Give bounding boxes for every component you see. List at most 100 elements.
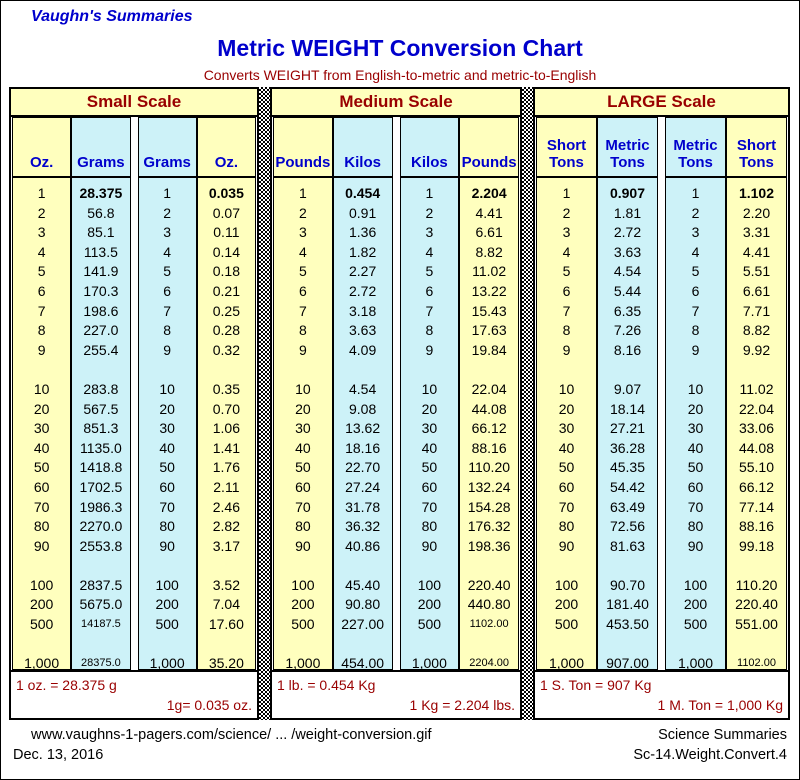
table-cell: 0.18 xyxy=(212,263,240,280)
table-cell: 6 xyxy=(562,282,571,299)
table-cell: 227.0 xyxy=(83,322,119,339)
table-cell: 20 xyxy=(421,400,438,417)
column-header: Short Tons xyxy=(727,118,786,178)
page-header: Vaughn's Summaries Metric WEIGHT Convers… xyxy=(1,1,799,87)
table-cell: 3 xyxy=(691,224,700,241)
table-cell: 2.82 xyxy=(212,518,240,535)
table-cell: 27.24 xyxy=(345,478,381,495)
table-cell: 551.00 xyxy=(735,616,778,633)
column-header: Short Tons xyxy=(537,118,596,178)
table-cell xyxy=(72,635,129,655)
column-header: Grams xyxy=(138,118,196,178)
table-cell: 90 xyxy=(558,537,575,554)
table-cell: 2.20 xyxy=(742,204,771,221)
table-cell: 1 xyxy=(425,185,434,201)
table-cell: 4 xyxy=(37,243,46,260)
table-cell xyxy=(401,556,459,576)
table-cell: 4 xyxy=(425,243,434,260)
table-cell: 90 xyxy=(33,537,50,554)
column-values: 1 2 3 4 5 6 7 8 9 10 20 30 40 50 60 70 80 90 100 200 500 1,00… xyxy=(666,178,725,669)
table-cell: 110.20 xyxy=(468,459,511,476)
table-cell: 4.54 xyxy=(613,263,642,280)
table-cell: 2 xyxy=(298,204,307,221)
table-cell: 13.22 xyxy=(471,282,507,299)
table-cell: 2.11 xyxy=(213,478,240,495)
column-oz-output: Oz. 0.035 0.07 0.11 0.14 0.18 0.21 0.25 0.28 0.3… xyxy=(196,117,256,670)
table-cell: 10 xyxy=(295,380,311,397)
column-header: Kilos xyxy=(333,118,392,178)
table-cell: 11.02 xyxy=(739,380,774,397)
table-cell: 154.28 xyxy=(467,498,511,515)
table-cell: 500 xyxy=(554,616,579,633)
table-cell: 200 xyxy=(554,596,579,613)
table-cell: 14187.5 xyxy=(80,618,121,631)
table-cell: 30 xyxy=(295,420,311,437)
table-cell: 6 xyxy=(298,282,307,299)
column-oz-input: Oz. 1 2 3 4 5 6 7 8 9 10 20 30 40 50 60 70 80 90 100 200 500… xyxy=(12,117,72,670)
column-row: Short Tons 1 2 3 4 5 6 7 8 9 10 20 30 40 50 60 70 80 90 10… xyxy=(535,117,788,670)
table-cell: 7 xyxy=(425,302,434,319)
note-left: 1 S. Ton = 907 Kg xyxy=(540,677,652,693)
table-cell: 7.26 xyxy=(613,322,642,339)
table-cell: 0.035 xyxy=(208,185,244,201)
column-values: 2.204 4.41 6.61 8.82 11.02 13.22 15.43 17.63 19.… xyxy=(460,178,518,669)
table-cell: 4.41 xyxy=(742,243,771,260)
table-cell: 198.6 xyxy=(83,302,119,319)
checker-divider xyxy=(259,87,270,720)
table-cell: 90 xyxy=(421,537,438,554)
table-cell: 60 xyxy=(159,478,175,495)
table-cell: 3.63 xyxy=(349,322,377,339)
table-cell xyxy=(401,635,459,655)
table-cell: 20 xyxy=(295,400,311,417)
table-cell xyxy=(727,635,786,655)
section-title: Small Scale xyxy=(11,89,257,117)
table-cell: 8 xyxy=(691,322,700,339)
footer-right: Science Summaries Sc-14.Weight.Convert.4 xyxy=(633,725,787,765)
table-cell xyxy=(537,635,596,655)
table-cell: 1 xyxy=(562,185,571,201)
table-cell: 80 xyxy=(159,518,175,535)
table-cell: 20 xyxy=(558,400,575,417)
table-cell: 18.16 xyxy=(345,439,381,456)
table-cell xyxy=(139,635,196,655)
table-cell xyxy=(13,360,70,380)
table-cell: 2 xyxy=(37,204,46,221)
table-cell: 5 xyxy=(37,263,46,280)
table-cell: 0.11 xyxy=(213,224,240,241)
table-cell: 2837.5 xyxy=(79,576,123,593)
table-cell: 90.80 xyxy=(345,596,381,613)
table-cell: 2 xyxy=(562,204,571,221)
table-cell: 4.09 xyxy=(349,341,377,358)
doc-id: Sc-14.Weight.Convert.4 xyxy=(633,747,787,763)
table-cell: 1702.5 xyxy=(79,478,123,495)
table-cell: 30 xyxy=(558,420,575,437)
org-name: Science Summaries xyxy=(658,727,787,743)
table-cell: 8 xyxy=(37,322,46,339)
table-cell: 7 xyxy=(298,302,307,319)
table-cell: 9 xyxy=(425,341,434,358)
table-cell: 80 xyxy=(558,518,575,535)
table-cell: 2.204 xyxy=(471,185,507,201)
page-title: Metric WEIGHT Conversion Chart xyxy=(217,35,583,61)
table-cell: 3 xyxy=(37,224,46,241)
table-cell: 6.61 xyxy=(742,282,771,299)
table-cell: 1,000 xyxy=(677,655,714,669)
table-cell: 33.06 xyxy=(738,420,775,437)
table-cell: 3.17 xyxy=(212,537,240,554)
table-cell: 1,000 xyxy=(548,655,585,669)
table-cell: 5.51 xyxy=(742,263,771,280)
table-cell: 40 xyxy=(159,439,175,456)
table-cell: 17.60 xyxy=(208,616,244,633)
table-cell: 70 xyxy=(687,498,704,515)
table-cell: 5 xyxy=(691,263,700,280)
table-cell: 1,000 xyxy=(149,655,185,669)
table-cell: 90.70 xyxy=(609,576,646,593)
table-cell: 100 xyxy=(417,576,442,593)
table-cell: 227.00 xyxy=(341,616,385,633)
table-cell: 77.14 xyxy=(738,498,775,515)
column-header: Pounds xyxy=(274,118,332,178)
table-cell: 3 xyxy=(425,224,434,241)
table-cell: 0.907 xyxy=(609,185,646,201)
table-cell xyxy=(727,556,786,576)
section-notes: 1 lb. = 0.454 Kg 1 Kg = 2.204 lbs. xyxy=(272,670,520,718)
